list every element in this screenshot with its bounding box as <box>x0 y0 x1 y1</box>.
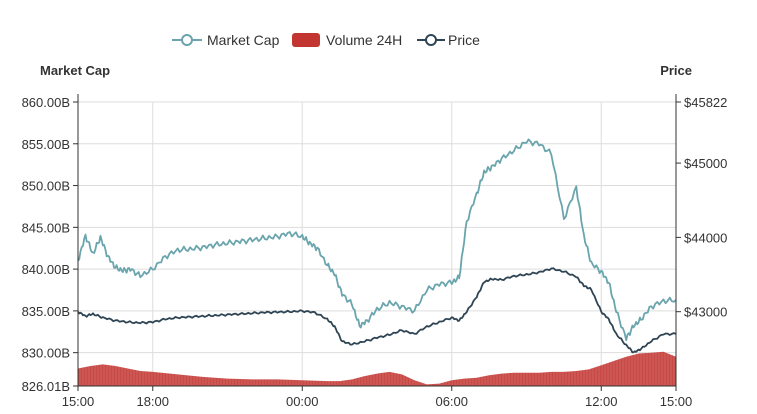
axis-layer: 860.00B 855.00B 850.00B 845.00B 840.00B 835.0… <box>22 94 727 409</box>
right-axis-name: Price <box>660 63 692 78</box>
left-axis-name: Market Cap <box>40 63 110 78</box>
x-tick-label: 15:00 <box>660 394 693 409</box>
left-tick-label: 835.00B <box>22 304 70 319</box>
right-tick-label: $45822 <box>684 95 727 110</box>
series-price-line <box>77 267 677 354</box>
legend-label-price: Price <box>448 32 480 48</box>
volume-layer <box>78 351 676 386</box>
right-tick-label: $45000 <box>684 156 727 171</box>
series-volume-area <box>78 351 676 386</box>
legend-item-market-cap[interactable]: Market Cap <box>172 32 280 48</box>
left-tick-label: 826.01B <box>22 379 70 394</box>
left-tick-label: 830.00B <box>22 346 70 361</box>
legend-volume-rect-icon <box>292 33 320 47</box>
left-tick-label: 845.00B <box>22 220 70 235</box>
right-tick-label: $44000 <box>684 230 727 245</box>
x-tick-label: 06:00 <box>435 394 468 409</box>
x-tick-label: 12:00 <box>585 394 618 409</box>
legend[interactable]: Market Cap Volume 24H Price <box>172 32 480 48</box>
left-tick-label: 850.00B <box>22 179 70 194</box>
legend-label-market-cap: Market Cap <box>207 32 280 48</box>
legend-item-volume[interactable]: Volume 24H <box>292 32 402 48</box>
left-tick-label: 855.00B <box>22 137 70 152</box>
legend-label-volume: Volume 24H <box>326 32 402 48</box>
left-tick-label: 860.00B <box>22 95 70 110</box>
series-layer <box>77 138 677 354</box>
x-tick-label: 15:00 <box>62 394 95 409</box>
right-tick-label: $43000 <box>684 305 727 320</box>
x-tick-label: 18:00 <box>136 394 169 409</box>
legend-market-cap-circle-icon <box>181 34 193 46</box>
legend-price-circle-icon <box>425 34 437 46</box>
legend-item-price[interactable]: Price <box>417 32 480 48</box>
x-tick-label: 00:00 <box>286 394 319 409</box>
grid-layer <box>78 101 676 386</box>
series-market-cap-line <box>77 138 677 342</box>
left-tick-label: 840.00B <box>22 262 70 277</box>
